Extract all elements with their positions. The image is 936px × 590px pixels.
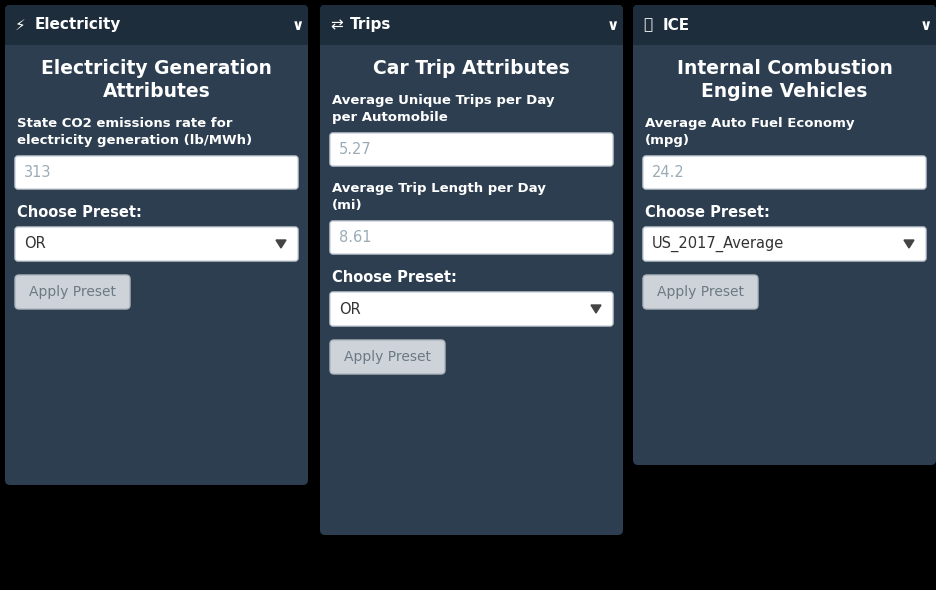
Bar (320, 25, 623, 45)
Text: ICE: ICE (663, 18, 690, 32)
Text: Apply Preset: Apply Preset (344, 350, 431, 364)
FancyBboxPatch shape (320, 5, 623, 45)
Text: Attributes: Attributes (103, 82, 211, 101)
FancyBboxPatch shape (643, 156, 926, 189)
Text: Choose Preset:: Choose Preset: (332, 270, 457, 285)
Text: (mpg): (mpg) (645, 134, 690, 147)
Text: 🚗: 🚗 (643, 18, 652, 32)
Text: Engine Vehicles: Engine Vehicles (701, 82, 868, 101)
Text: Average Auto Fuel Economy: Average Auto Fuel Economy (645, 117, 855, 130)
Text: Average Trip Length per Day: Average Trip Length per Day (332, 182, 546, 195)
FancyBboxPatch shape (15, 156, 298, 189)
Text: Trips: Trips (350, 18, 391, 32)
Text: OR: OR (24, 237, 46, 251)
Text: ⇄: ⇄ (330, 18, 343, 32)
FancyBboxPatch shape (320, 5, 623, 535)
Text: electricity generation (lb/MWh): electricity generation (lb/MWh) (17, 134, 252, 147)
FancyBboxPatch shape (633, 5, 936, 45)
FancyBboxPatch shape (5, 5, 308, 45)
FancyBboxPatch shape (5, 5, 308, 485)
Bar (5, 25, 308, 45)
FancyBboxPatch shape (15, 275, 130, 309)
FancyBboxPatch shape (330, 292, 613, 326)
FancyBboxPatch shape (633, 5, 936, 465)
Text: ∨: ∨ (607, 18, 620, 32)
Text: Apply Preset: Apply Preset (657, 285, 744, 299)
Text: Apply Preset: Apply Preset (29, 285, 116, 299)
Text: State CO2 emissions rate for: State CO2 emissions rate for (17, 117, 232, 130)
FancyBboxPatch shape (330, 133, 613, 166)
Text: US_2017_Average: US_2017_Average (652, 236, 784, 252)
Polygon shape (276, 240, 286, 248)
Text: Choose Preset:: Choose Preset: (645, 205, 770, 220)
Text: OR: OR (339, 301, 360, 316)
Text: (mi): (mi) (332, 199, 362, 212)
FancyBboxPatch shape (643, 227, 926, 261)
Polygon shape (591, 305, 601, 313)
Text: Average Unique Trips per Day: Average Unique Trips per Day (332, 94, 554, 107)
Text: 313: 313 (24, 165, 51, 180)
FancyBboxPatch shape (330, 221, 613, 254)
Text: ∨: ∨ (920, 18, 932, 32)
Text: Electricity Generation: Electricity Generation (41, 59, 272, 78)
Text: per Automobile: per Automobile (332, 111, 447, 124)
Text: 5.27: 5.27 (339, 142, 372, 157)
Bar (633, 25, 936, 45)
Text: Electricity: Electricity (35, 18, 122, 32)
Text: Car Trip Attributes: Car Trip Attributes (373, 59, 570, 78)
Polygon shape (904, 240, 914, 248)
Text: 24.2: 24.2 (652, 165, 685, 180)
FancyBboxPatch shape (643, 275, 758, 309)
Text: ∨: ∨ (292, 18, 304, 32)
Text: Internal Combustion: Internal Combustion (677, 59, 892, 78)
Text: ⚡: ⚡ (15, 18, 26, 32)
FancyBboxPatch shape (330, 340, 445, 374)
Text: 8.61: 8.61 (339, 230, 372, 245)
FancyBboxPatch shape (15, 227, 298, 261)
Text: Choose Preset:: Choose Preset: (17, 205, 142, 220)
